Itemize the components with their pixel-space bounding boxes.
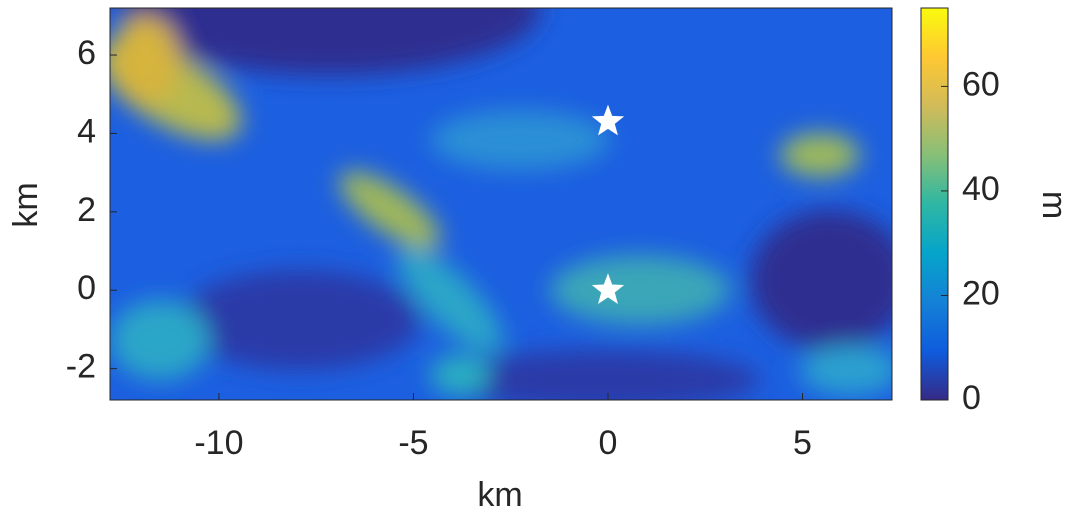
page: km km m -10-505-202460204060 (() => { co…: [0, 0, 1078, 525]
colorbar-tick-label: 20: [962, 274, 1000, 312]
y-axis-label: km: [7, 182, 45, 227]
x-tick-label: -10: [194, 424, 243, 462]
x-axis-label: km: [477, 476, 522, 514]
y-tick-label: 6: [77, 34, 96, 72]
x-tick-label: 0: [599, 424, 618, 462]
colorbar-tick-label: 0: [962, 379, 981, 417]
colorbar-tick-label: 40: [962, 170, 1000, 208]
colorbar: [921, 8, 948, 400]
y-tick-label: -2: [66, 348, 96, 386]
colorbar-tick-label: 60: [962, 65, 1000, 103]
y-tick-label: 2: [77, 191, 96, 229]
x-tick-label: 5: [793, 424, 812, 462]
y-tick-label: 0: [77, 269, 96, 307]
y-tick-label: 4: [77, 112, 96, 150]
chart: km km m -10-505-202460204060: [0, 0, 1078, 520]
x-tick-label: -5: [398, 424, 428, 462]
colorbar-label: m: [1035, 191, 1073, 219]
map-image: [83, 0, 910, 410]
